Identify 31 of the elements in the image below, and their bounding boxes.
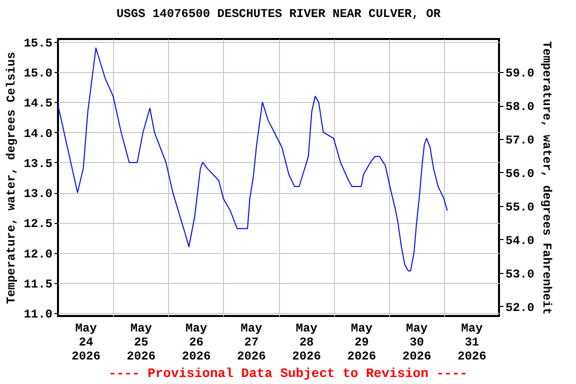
y2-tick-label: 58.0 (506, 100, 534, 114)
y-tick-label: 14.0 (24, 126, 52, 141)
y-tick-label: 13.0 (24, 187, 52, 202)
x-tick-label: May 24 2026 (72, 322, 100, 364)
y-tick-label: 11.5 (24, 277, 52, 292)
x-tick-label: May 26 2026 (182, 322, 211, 364)
x-tick-label: May 30 2026 (402, 322, 432, 364)
y2-tick-label: 59.0 (506, 66, 534, 81)
chart-title: USGS 14076500 DESCHUTES RIVER NEAR CULVER, OR (116, 7, 442, 22)
y-tick-label: 15.0 (24, 66, 52, 81)
y-tick-label: 15.5 (24, 36, 52, 51)
y-tick-label: 14.5 (24, 96, 52, 111)
y2-tick-label: 52.0 (506, 300, 534, 315)
y2-tick-label: 54.0 (506, 234, 534, 248)
y2-tick-label: 53.0 (506, 267, 534, 282)
y-tick-label: 12.0 (24, 247, 52, 262)
y2-axis-title: Temperature, water, degrees Fahrenheit (539, 41, 554, 315)
x-tick-label: May 28 2026 (292, 322, 321, 364)
y-tick-label: 13.5 (24, 156, 52, 171)
x-tick-label: May 29 2026 (347, 322, 376, 364)
x-tick-label: May 27 2026 (237, 322, 266, 364)
y2-tick-label: 56.0 (506, 166, 534, 181)
y-tick-label: 11.0 (24, 307, 52, 322)
y-axis-title: Temperature, water, degrees Celsius (4, 52, 19, 304)
x-tick-label: May 31 2026 (458, 322, 486, 364)
y2-tick-label: 57.0 (506, 134, 534, 148)
line-series (58, 48, 448, 272)
y-tick-label: 12.5 (24, 217, 52, 232)
text: ---- Provisional Data Subject to Revision ---- (108, 366, 468, 381)
x-tick-label: May 25 2026 (126, 322, 156, 364)
y2-tick-label: 55.0 (506, 200, 534, 214)
